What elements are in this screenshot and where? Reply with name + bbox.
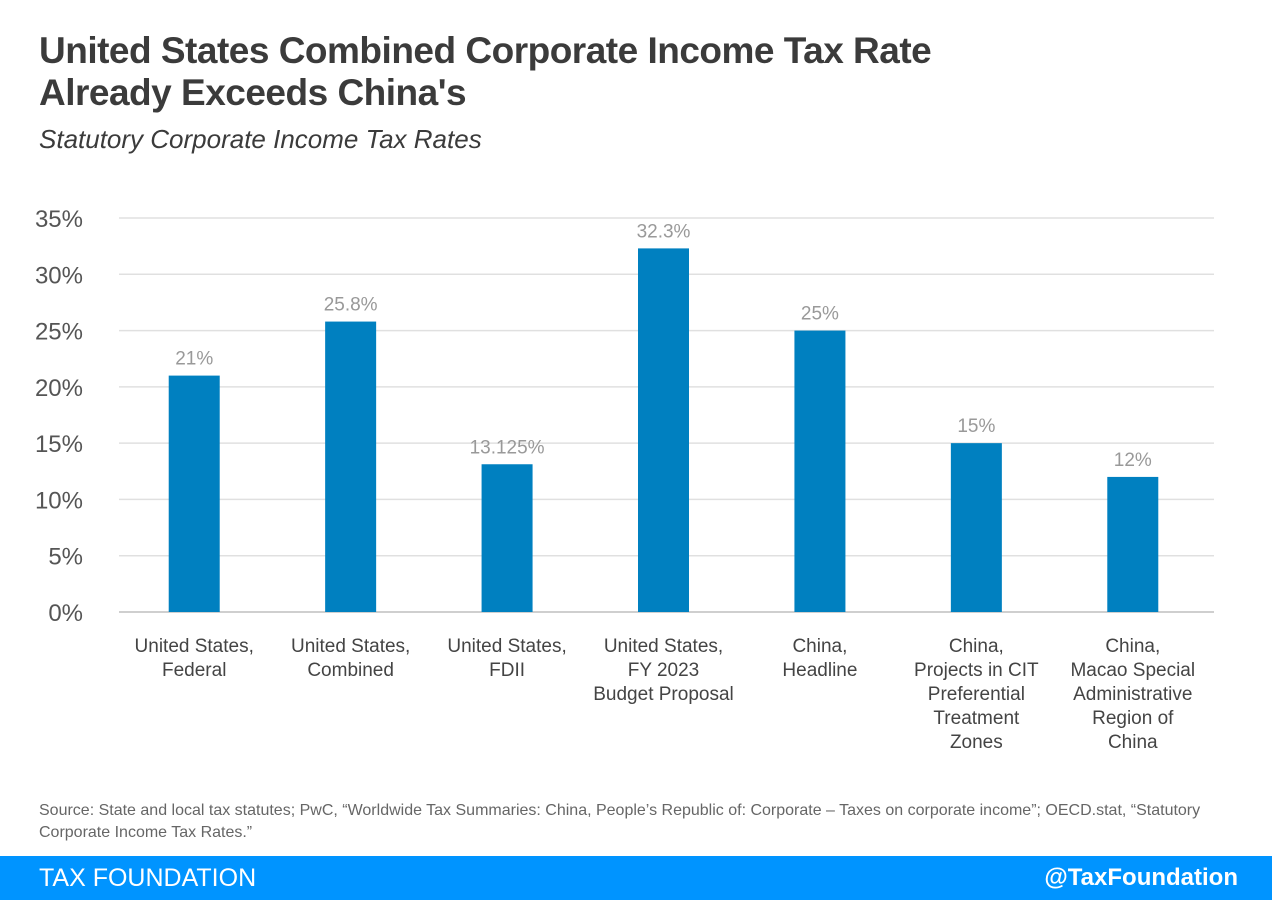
bar <box>325 321 377 612</box>
x-tick-label-line: Region of <box>1092 708 1174 729</box>
x-tick-label-line: Combined <box>307 660 394 681</box>
x-tick-label: China, Projects in CIT Preferential Treatme… <box>914 636 1039 753</box>
y-tick-label: 5% <box>48 544 83 571</box>
bar <box>481 464 533 612</box>
x-tick-label-line: Federal <box>162 660 226 681</box>
x-tick-label: United States, Combined <box>291 636 410 681</box>
y-tick-label: 25% <box>35 319 83 346</box>
brand-logo-text: TAX FOUNDATION <box>39 864 257 892</box>
x-tick-label: United States, FY 2023 Budget Proposal <box>593 636 734 705</box>
data-label: 25.8% <box>324 295 378 316</box>
y-tick-label: 35% <box>35 206 83 233</box>
x-tick-label-line: China, <box>949 636 1004 657</box>
x-tick-label-line: Preferential <box>928 684 1025 705</box>
y-tick-label: 0% <box>48 600 83 627</box>
bar <box>168 375 220 612</box>
x-tick-label-line: Zones <box>950 732 1003 753</box>
bar-chart: 0% 5% 10% 15% 20% 25% 30% 35% 21% United States, F… <box>35 206 1214 753</box>
x-tick-label-line: United States, <box>604 636 723 657</box>
chart-subtitle: Statutory Corporate Income Tax Rates <box>39 124 482 154</box>
y-tick-label: 15% <box>35 431 83 458</box>
data-label: 32.3% <box>637 221 691 242</box>
x-tick-label: United States, Federal <box>135 636 254 681</box>
y-tick-label: 20% <box>35 375 83 402</box>
y-tick-label: 10% <box>35 487 83 514</box>
source-note: Source: State and local tax statutes; Pw… <box>39 802 1201 841</box>
x-tick-label-line: FDII <box>489 660 525 681</box>
x-tick-label: China, Macao Special Administrative Region … <box>1070 636 1195 753</box>
y-tick-label: 30% <box>35 262 83 289</box>
x-tick-label-line: United States, <box>447 636 566 657</box>
social-handle: @TaxFoundation <box>1044 864 1238 891</box>
x-tick-label-line: United States, <box>135 636 254 657</box>
x-tick-label: China, Headline <box>782 636 857 681</box>
x-tick-label-line: China, <box>792 636 847 657</box>
x-tick-label-line: United States, <box>291 636 410 657</box>
bar <box>950 443 1002 612</box>
bar <box>638 248 689 612</box>
footer-bar: TAX FOUNDATION @TaxFoundation <box>0 856 1272 900</box>
chart-title: United States Combined Corporate Income … <box>39 30 932 114</box>
x-tick-label-line: Headline <box>782 660 857 681</box>
x-tick-label-line: Budget Proposal <box>593 684 734 705</box>
data-label: 12% <box>1114 450 1152 471</box>
bar <box>794 330 846 612</box>
x-tick-label-line: FY 2023 <box>628 660 699 681</box>
x-tick-label-line: Treatment <box>933 708 1020 729</box>
data-label: 15% <box>957 416 995 437</box>
data-label: 21% <box>175 349 213 370</box>
title-line-2: Already Exceeds China's <box>39 72 467 113</box>
x-tick-label-line: Administrative <box>1073 684 1192 705</box>
data-label: 13.125% <box>470 437 545 458</box>
x-tick-label: United States, FDII <box>447 636 566 681</box>
title-line-1: United States Combined Corporate Income … <box>39 30 932 71</box>
bar <box>1107 476 1159 612</box>
x-tick-label-line: China <box>1108 732 1158 753</box>
data-label: 25% <box>801 304 839 325</box>
x-tick-label-line: China, <box>1105 636 1160 657</box>
x-tick-label-line: Projects in CIT <box>914 660 1039 681</box>
x-tick-label-line: Macao Special <box>1070 660 1195 681</box>
